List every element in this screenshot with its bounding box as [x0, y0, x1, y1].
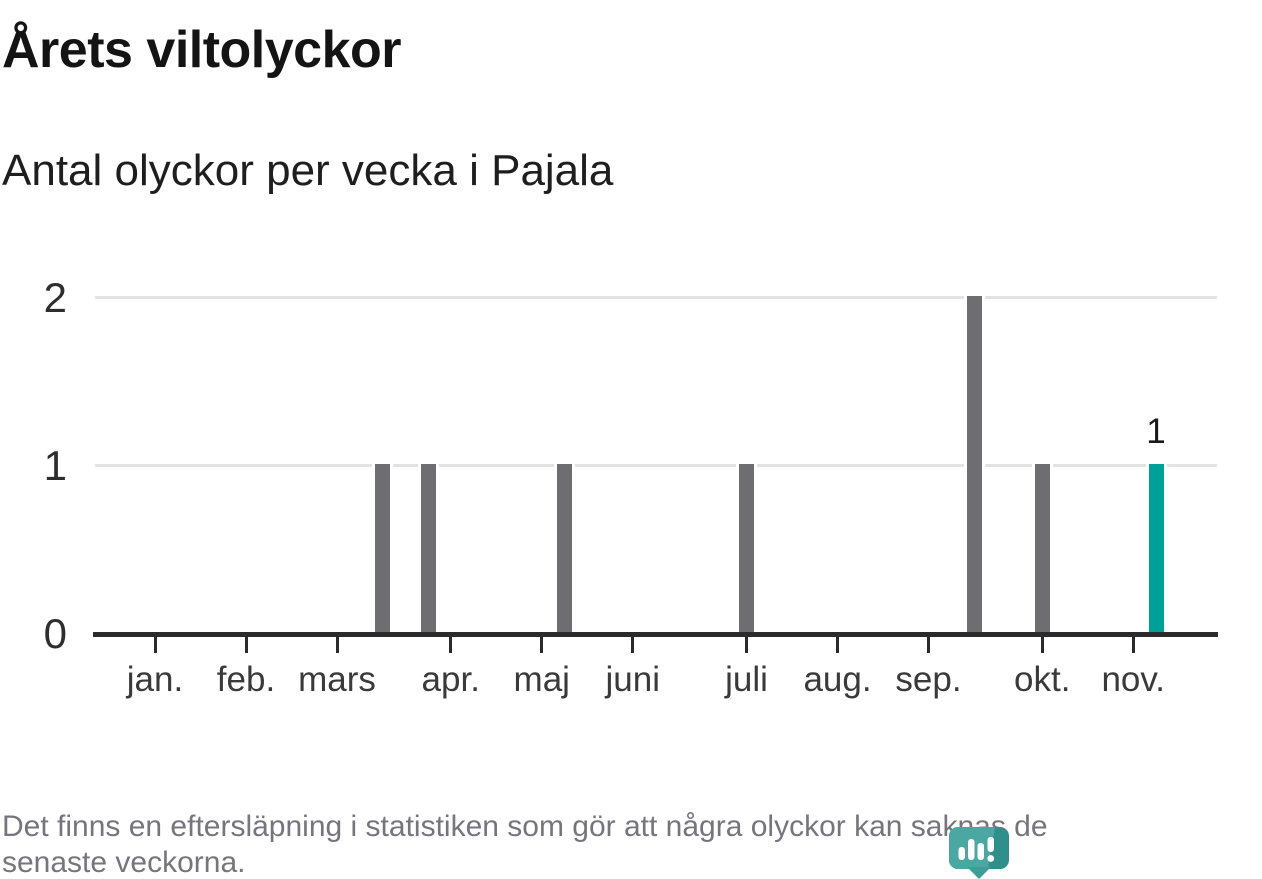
x-axis-label-juni: juni: [605, 660, 660, 699]
chart-subtitle: Antal olyckor per vecka i Pajala: [2, 146, 614, 195]
y-axis-label-2: 2: [43, 273, 67, 321]
bar-week-13: [420, 464, 436, 635]
x-tick-juli: [745, 637, 748, 653]
bar-week-19: [557, 464, 572, 635]
x-axis-label-juli: juli: [725, 660, 768, 699]
footnote-line-2: senaste veckorna.: [2, 846, 246, 879]
bar-week-27: [739, 464, 754, 635]
x-axis-label-apr: apr.: [421, 660, 480, 699]
x-axis-label-mars: mars: [298, 660, 376, 699]
x-axis-line: [93, 632, 1218, 637]
bar-week-45-highlight: [1148, 464, 1164, 635]
x-axis-label-nov: nov.: [1101, 660, 1166, 699]
y-axis-label-0: 0: [43, 609, 67, 657]
x-axis-label-feb: feb.: [216, 660, 276, 699]
footnote-line-1: Det finns en eftersläpning i statistiken…: [2, 810, 1048, 843]
x-tick-jan: [153, 637, 157, 653]
gridline-y-2: [95, 296, 1217, 299]
y-axis-label-1: 1: [43, 441, 67, 489]
x-tick-sep: [927, 637, 930, 653]
x-axis-label-aug: aug.: [803, 660, 872, 699]
highlight-value-label: 1: [1146, 412, 1166, 451]
x-axis-label-maj: maj: [513, 660, 570, 699]
x-tick-juni: [631, 637, 635, 653]
x-axis-label-okt: okt.: [1014, 660, 1071, 699]
x-tick-nov: [1131, 637, 1135, 653]
logo-pin-tail: [967, 867, 991, 879]
bar-week-40: [1034, 464, 1050, 635]
x-tick-apr: [449, 637, 453, 653]
x-tick-maj: [540, 637, 544, 653]
bar-week-37: [966, 296, 982, 635]
newsworthy-logo: Newsworthy: [948, 826, 1010, 879]
newsworthy-logo-icon: [949, 827, 1009, 879]
x-tick-aug: [836, 637, 839, 653]
bar-week-11: [375, 464, 390, 635]
x-axis-label-sep: sep.: [895, 660, 962, 699]
x-axis-label-jan: jan.: [126, 660, 184, 699]
x-tick-okt: [1040, 637, 1044, 653]
x-tick-feb: [244, 637, 248, 653]
x-tick-mars: [335, 637, 339, 653]
footnote: Det finns en eftersläpning i statistiken…: [2, 809, 1048, 879]
gridline-y-1: [95, 464, 1217, 467]
chart-title: Årets viltolyckor: [2, 21, 402, 79]
